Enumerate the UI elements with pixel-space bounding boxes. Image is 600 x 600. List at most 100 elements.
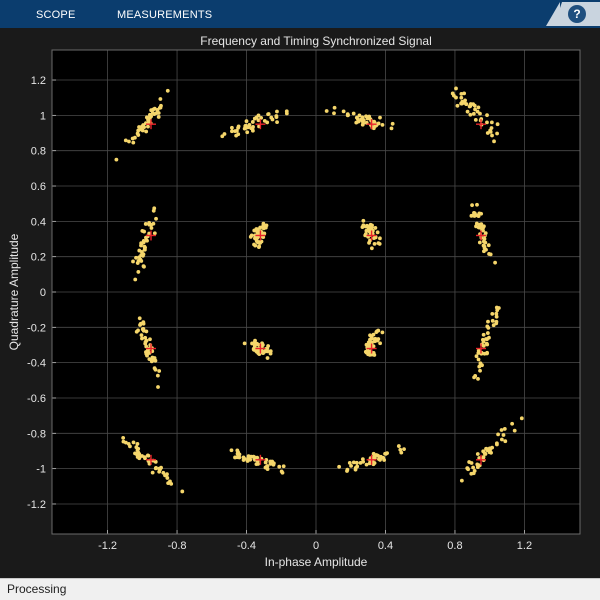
constellation-point: [247, 122, 252, 127]
constellation-point: [493, 260, 497, 265]
data-points: [114, 86, 524, 494]
constellation-point: [485, 342, 490, 347]
constellation-point: [114, 157, 119, 162]
constellation-point: [371, 462, 376, 467]
constellation-point: [496, 432, 501, 437]
constellation-point: [123, 138, 128, 143]
constellation-point: [499, 428, 504, 432]
constellation-point: [259, 116, 264, 120]
constellation-point: [254, 462, 259, 467]
constellation-point: [165, 472, 169, 477]
help-icon[interactable]: ?: [568, 5, 586, 23]
tab-scope[interactable]: SCOPE: [36, 9, 76, 21]
constellation-point: [365, 223, 369, 228]
constellation-point: [477, 240, 482, 245]
constellation-point: [161, 470, 166, 475]
constellation-point: [236, 132, 241, 137]
constellation-point: [475, 462, 480, 467]
constellation-point: [462, 91, 467, 96]
y-tick-label: 0.2: [31, 252, 46, 264]
constellation-point: [158, 97, 163, 101]
constellation-point: [481, 332, 486, 337]
constellation-point: [252, 228, 257, 233]
constellation-point: [144, 129, 149, 134]
constellation-point: [499, 437, 504, 442]
constellation-point: [364, 462, 369, 467]
constellation-point: [377, 242, 382, 246]
constellation-point: [494, 441, 499, 446]
constellation-point: [250, 120, 255, 124]
constellation-point: [255, 230, 260, 234]
constellation-point: [376, 328, 381, 333]
constellation-point: [519, 416, 524, 421]
constellation-point: [467, 460, 472, 464]
constellation-point: [143, 335, 148, 340]
constellation-point: [357, 113, 362, 118]
constellation-point: [245, 130, 250, 135]
constellation-point: [354, 115, 359, 120]
constellation-point: [244, 119, 249, 124]
constellation-point: [147, 222, 152, 227]
constellation-point: [365, 116, 370, 121]
constellation-point: [137, 452, 142, 456]
constellation-point: [474, 354, 479, 359]
constellation-point: [252, 116, 257, 121]
constellation-point: [455, 103, 460, 108]
constellation-point: [476, 105, 481, 110]
y-tick-label: 0.6: [31, 181, 46, 193]
y-tick-label: -0.6: [27, 393, 46, 405]
constellation-point: [169, 481, 174, 486]
plot-area: -1.2 -0.8 -0.4 0 0.4 0.8 1.2 -1.2 -1 -0.8 -0.6 -0.…: [0, 28, 600, 578]
constellation-point: [473, 117, 478, 122]
constellation-point: [159, 103, 163, 108]
constellation-point: [237, 455, 242, 460]
constellation-point: [141, 328, 146, 333]
constellation-point: [389, 126, 394, 131]
constellation-point: [264, 464, 269, 469]
constellation-point: [490, 133, 494, 138]
constellation-point: [378, 341, 383, 346]
constellation-point: [487, 446, 492, 451]
constellation-point: [140, 336, 144, 341]
y-tick-label: 0.8: [31, 146, 46, 158]
constellation-point: [359, 117, 364, 122]
x-tick-label: 0.4: [378, 540, 393, 552]
constellation-point: [137, 316, 142, 321]
constellation-point: [476, 376, 480, 381]
constellation-point: [261, 223, 266, 228]
constellation-point: [486, 325, 491, 330]
constellation-point: [265, 120, 270, 125]
constellation-point: [489, 120, 494, 125]
constellation-point: [142, 244, 147, 249]
constellation-point: [138, 321, 143, 326]
constellation-point: [256, 118, 261, 123]
constellation-point: [372, 236, 376, 241]
constellation-point: [150, 470, 155, 475]
constellation-point: [486, 243, 491, 248]
constellation-point: [245, 458, 250, 463]
constellation-point: [145, 353, 149, 358]
constellation-point: [144, 238, 149, 243]
constellation-point: [472, 375, 476, 380]
constellation-point: [134, 329, 139, 334]
constellation-point: [280, 470, 285, 475]
constellation-point: [349, 463, 353, 468]
constellation-point: [485, 113, 489, 118]
constellation-point: [281, 464, 286, 469]
constellation-point: [353, 467, 358, 472]
constellation-point: [492, 139, 496, 144]
constellation-point: [487, 335, 491, 340]
constellation-point: [367, 343, 371, 348]
constellation-point: [369, 246, 374, 251]
y-axis-label: Quadrature Amplitude: [7, 233, 21, 350]
y-tick-label: 1: [40, 110, 46, 122]
constellation-point: [146, 124, 150, 129]
constellation-point: [230, 125, 234, 130]
constellation-point: [354, 460, 359, 465]
constellation-point: [475, 202, 479, 207]
constellation-point: [153, 367, 158, 372]
constellation-point: [143, 340, 148, 344]
constellation-point: [156, 385, 160, 389]
tab-measurements[interactable]: MEASUREMENTS: [117, 9, 213, 21]
x-tick-labels: -1.2 -0.8 -0.4 0 0.4 0.8 1.2: [98, 540, 532, 552]
